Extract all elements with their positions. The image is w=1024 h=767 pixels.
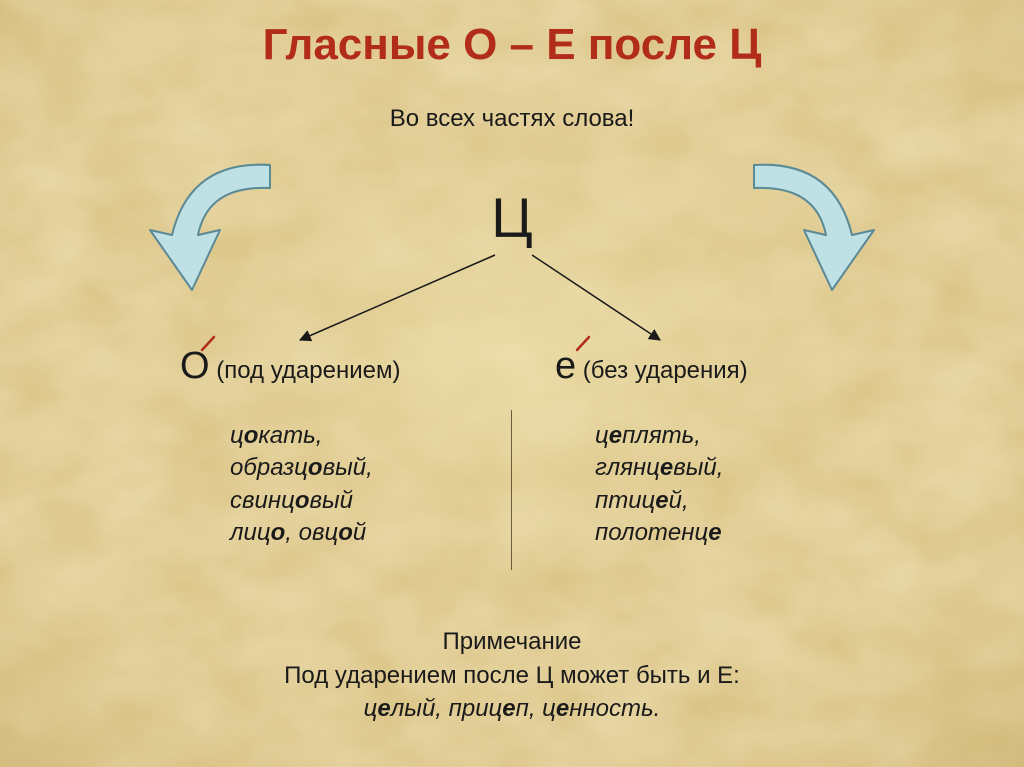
branch-left: О (под ударением): [180, 345, 530, 388]
branch-right-letter: е: [555, 345, 576, 387]
branch-left-letter: О: [180, 345, 210, 387]
footnote-line1: Примечание: [443, 628, 582, 655]
examples-right: цеплять,глянцевый,птицей,полотенце: [595, 420, 895, 550]
slide-content: Гласные О – Е после Ц Во всех частях сло…: [0, 0, 1024, 767]
examples-left: цокать,образцовый,свинцовыйлицо, овцой: [230, 420, 530, 550]
branch-left-note: (под ударением): [210, 357, 401, 384]
branch-right: е (без ударения): [555, 345, 905, 388]
footnote-line3: целый, прицеп, ценность.: [364, 695, 661, 722]
footnote-line2: Под ударением после Ц может быть и Е:: [284, 662, 740, 689]
branch-right-note: (без ударения): [576, 357, 748, 384]
vertical-separator: [511, 410, 512, 570]
footnote: Примечание Под ударением после Ц может б…: [0, 625, 1024, 726]
